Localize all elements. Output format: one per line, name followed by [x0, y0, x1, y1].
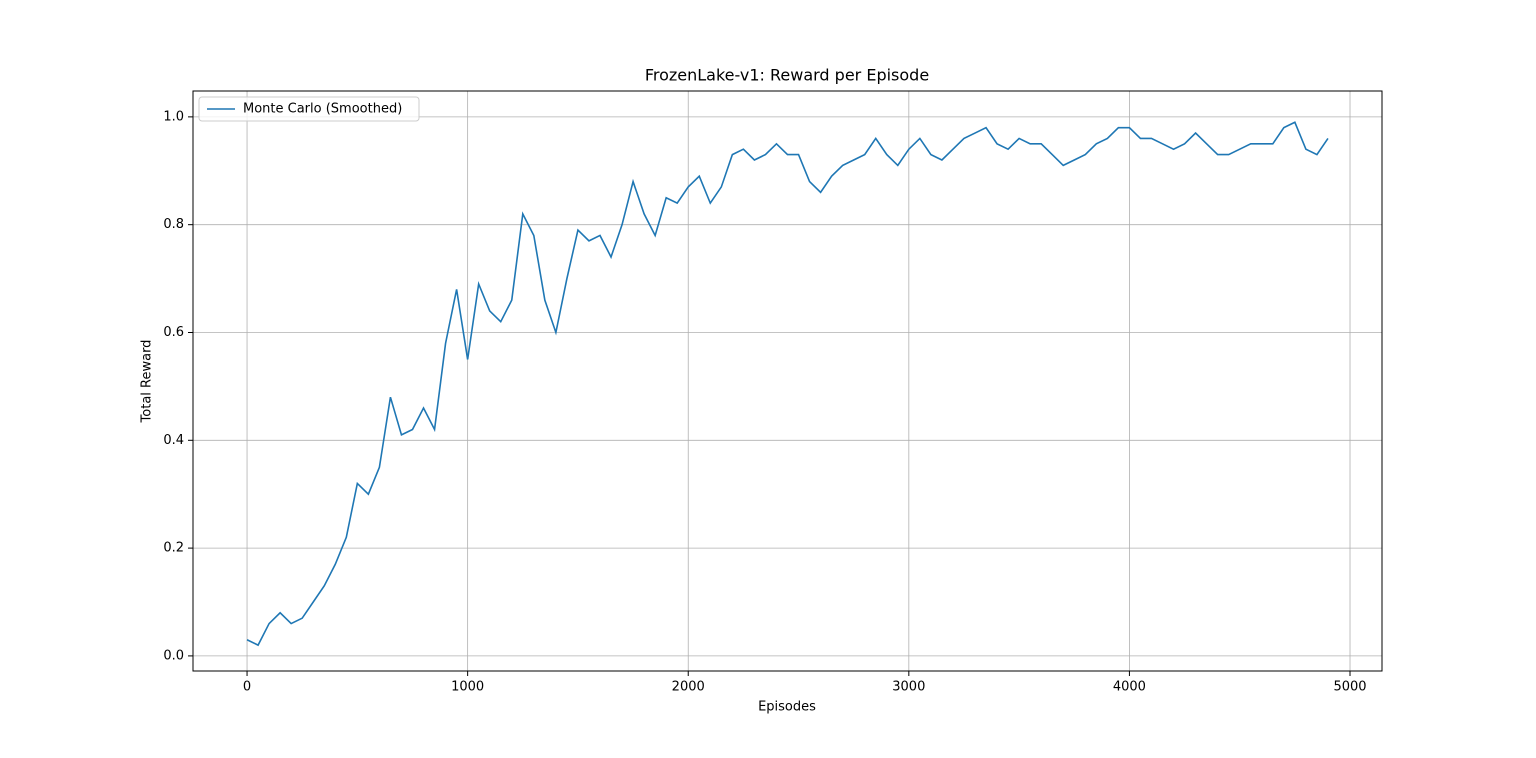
x-tick-label: 3000 [892, 680, 925, 695]
y-axis-label: Total Reward [140, 340, 155, 424]
y-tick-label: 0.8 [163, 217, 184, 232]
plot-frame [192, 90, 1383, 672]
x-tick-label: 2000 [672, 680, 705, 695]
x-tick-label: 1000 [451, 680, 484, 695]
legend-label: Monte Carlo (Smoothed) [243, 102, 402, 117]
y-tick-label: 1.0 [163, 109, 184, 124]
y-tick-label: 0.6 [163, 325, 184, 340]
x-tick-label: 4000 [1113, 680, 1146, 695]
y-tick-label: 0.0 [163, 648, 184, 663]
data-line [246, 121, 1329, 647]
chart-title: FrozenLake-v1: Reward per Episode [645, 66, 929, 85]
x-tick-label: 0 [243, 680, 251, 695]
y-tick-label: 0.2 [163, 541, 184, 556]
y-tick-label: 0.4 [163, 433, 184, 448]
x-axis-label: Episodes [758, 700, 816, 715]
x-tick-label: 5000 [1333, 680, 1366, 695]
legend-box [198, 96, 420, 122]
